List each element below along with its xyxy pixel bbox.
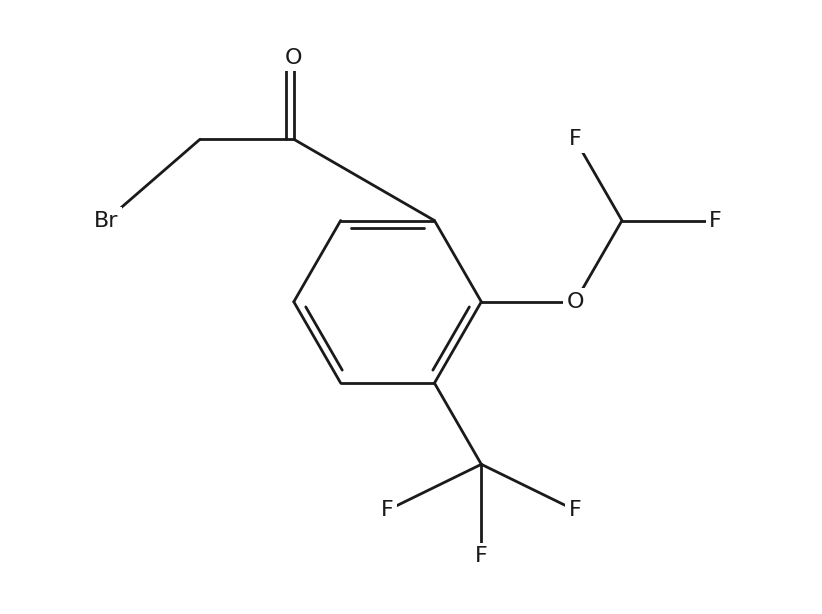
- Text: F: F: [569, 130, 581, 149]
- Text: F: F: [381, 500, 394, 520]
- Text: F: F: [709, 211, 722, 230]
- Text: F: F: [569, 500, 581, 520]
- Text: F: F: [475, 546, 487, 566]
- Text: O: O: [566, 292, 584, 312]
- Text: O: O: [285, 48, 302, 68]
- Text: Br: Br: [94, 211, 118, 230]
